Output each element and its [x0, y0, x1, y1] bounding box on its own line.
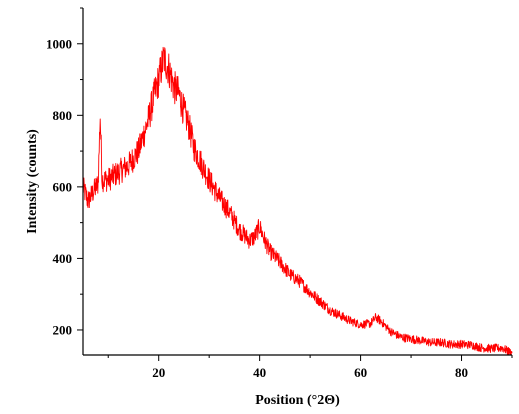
series-group — [82, 46, 513, 355]
y-tick-label: 400 — [53, 251, 73, 266]
x-tick-label: 40 — [253, 365, 266, 380]
x-tick-label: 60 — [354, 365, 367, 380]
y-axis-ticks: 200 400 600 800 1000 — [46, 7, 83, 337]
y-tick-label: 200 — [53, 322, 73, 337]
x-tick-label: 80 — [455, 365, 468, 380]
x-axis-title: Position (°2Θ) — [255, 393, 340, 408]
series-line — [82, 46, 513, 355]
y-tick-label: 1000 — [46, 36, 72, 51]
y-tick-label: 600 — [53, 179, 73, 194]
x-axis-ticks: 20 40 60 80 — [107, 355, 513, 380]
y-axis-title: Intensity (counts) — [25, 129, 40, 234]
y-tick-label: 800 — [53, 108, 73, 123]
x-tick-label: 20 — [152, 365, 165, 380]
